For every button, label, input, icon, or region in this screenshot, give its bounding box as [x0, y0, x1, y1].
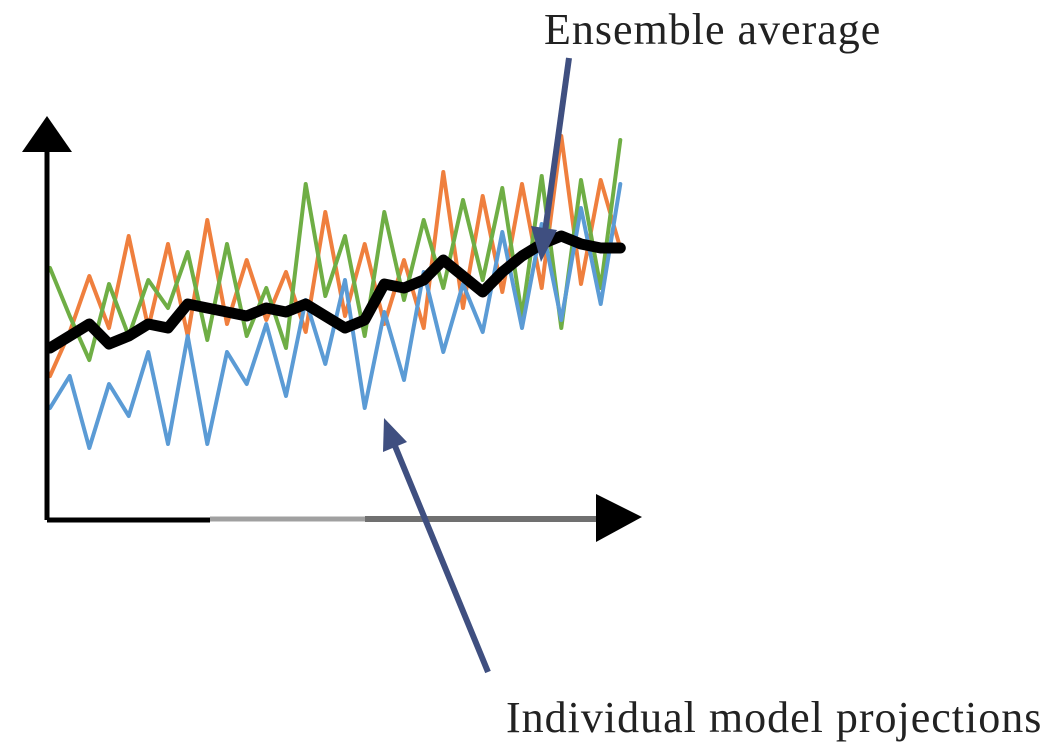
individual-pointer-arrow-shaft — [392, 444, 491, 674]
series-line-green — [48, 138, 623, 362]
y-axis-arrowhead — [22, 116, 72, 152]
individual-model-projections-label: Individual model projections — [506, 693, 1043, 742]
individual-pointer-arrowhead — [383, 418, 407, 452]
annotation-arrows — [383, 57, 572, 674]
ensemble-pointer-arrowhead — [531, 226, 557, 262]
axes — [22, 116, 642, 542]
x-axis-arrowhead — [596, 494, 642, 542]
ensemble-average-label: Ensemble average — [544, 5, 882, 54]
ensemble-pointer-arrow-shaft — [542, 57, 572, 233]
series-line-ensemble — [44, 230, 626, 354]
series-layer — [44, 134, 626, 450]
